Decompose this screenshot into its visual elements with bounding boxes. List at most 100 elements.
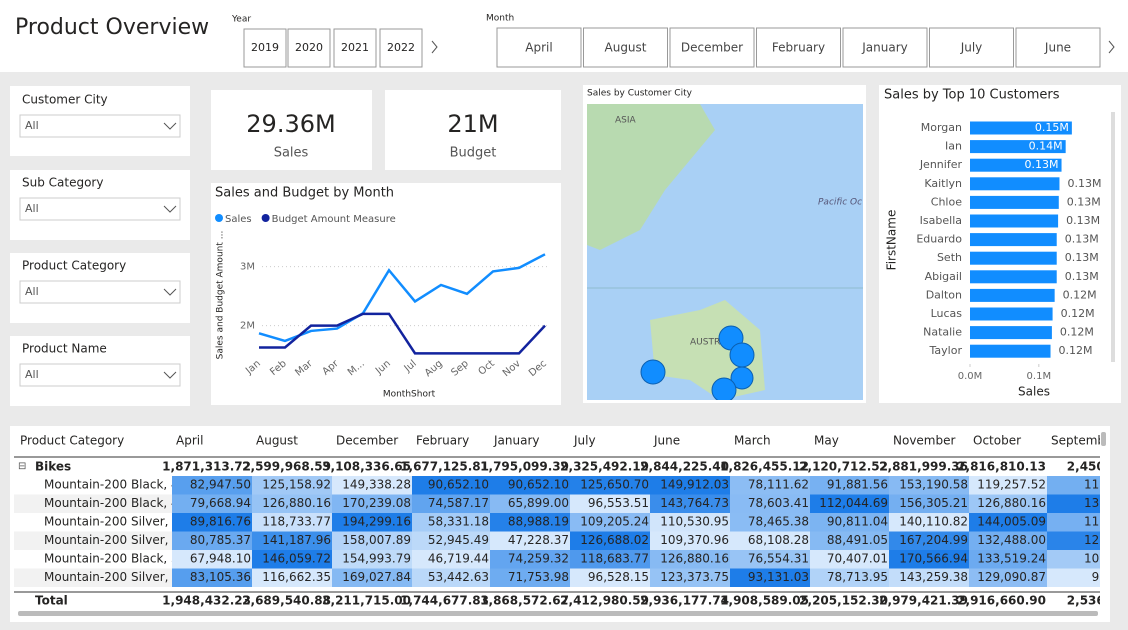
cell: 140,110.82 (899, 515, 968, 529)
cell: 93,131.03 (748, 570, 809, 584)
row-band (14, 513, 176, 532)
slicer-button[interactable] (583, 27, 668, 68)
chart-title: Sales and Budget by Month (215, 186, 394, 201)
cell-shade (969, 494, 1047, 513)
cell: 2,816,810.13 (957, 460, 1046, 474)
cell-shade (252, 476, 332, 495)
column-header: November (893, 434, 955, 448)
cell-shade (252, 550, 332, 569)
cell: 116,662.35 (262, 570, 331, 584)
cell: 126,880.16 (977, 496, 1046, 510)
cell: 3,211,715.00 (322, 594, 411, 608)
slicer-item[interactable]: June (1044, 41, 1071, 55)
slicer-item[interactable]: 2020 (295, 41, 323, 54)
dropdown-arrow[interactable] (163, 371, 177, 379)
column-header: December (336, 434, 398, 448)
slicer-button[interactable] (929, 27, 1014, 68)
dropdown[interactable] (19, 280, 181, 304)
cell-shade (730, 513, 810, 532)
cell-shade (1047, 476, 1100, 495)
bar (970, 177, 1060, 191)
cell: 58,331.18 (428, 515, 489, 529)
slicer-button[interactable] (842, 27, 928, 68)
page-title: Product Overview (15, 15, 209, 40)
data-label: 0.14M (1029, 140, 1063, 153)
slicer-button[interactable] (243, 28, 287, 68)
cell: 88,491.05 (827, 533, 888, 547)
cell-shade (650, 550, 730, 569)
slicer-item[interactable]: February (772, 41, 825, 55)
cell: 1,795,099.39 (480, 460, 569, 474)
slicer-item[interactable]: August (605, 41, 647, 55)
cell-shade (570, 568, 650, 587)
dropdown-arrow[interactable] (163, 288, 177, 296)
slicer-button[interactable] (333, 28, 377, 68)
slicer-button[interactable] (496, 27, 582, 68)
slicer-item[interactable]: July (960, 41, 983, 55)
cell-shade (172, 568, 252, 587)
dropdown-arrow[interactable] (163, 205, 177, 213)
cell: 1,948,432.23 (162, 594, 251, 608)
cell-shade (889, 550, 969, 569)
cell: 68,108.28 (748, 533, 809, 547)
slicer-button[interactable] (287, 28, 331, 68)
cell-shade (889, 513, 969, 532)
cell: 1,908,589.05 (720, 594, 809, 608)
slicer-item[interactable]: 2019 (251, 41, 279, 54)
cell: 108,27 (1084, 552, 1126, 566)
dropdown[interactable] (19, 197, 181, 221)
chevron[interactable] (431, 40, 1115, 54)
dropdown[interactable] (19, 363, 181, 387)
cell: 131,71 (1084, 496, 1126, 510)
slicer-item[interactable]: 2021 (341, 41, 369, 54)
data-label: 0.12M (1059, 344, 1093, 357)
cell: 143,259.38 (899, 570, 968, 584)
filter-label: Product Category (22, 259, 126, 273)
dropdown-value[interactable]: All (25, 202, 39, 215)
dropdown-value[interactable]: All (25, 119, 39, 132)
slicer-button[interactable] (756, 27, 841, 68)
cell: 2,205,152.30 (799, 594, 888, 608)
bubble (640, 359, 666, 385)
slicer-button[interactable] (1015, 27, 1101, 68)
cell-shade (490, 568, 570, 587)
map-label: ASIA (615, 116, 637, 126)
cell-shade (730, 568, 810, 587)
cell-shade (172, 550, 252, 569)
dropdown-value[interactable]: All (25, 368, 39, 381)
cell: 96,553.51 (588, 496, 649, 510)
map-label: AUSTR (690, 338, 720, 348)
cell: 1,871,313.72 (162, 460, 251, 474)
dropdown[interactable] (19, 114, 181, 138)
y-tick-label: Abigail (925, 270, 962, 283)
dropdown-arrow[interactable] (163, 122, 177, 130)
cell-shade (570, 476, 650, 495)
scrollbar[interactable] (1111, 112, 1115, 362)
bubble (711, 377, 737, 400)
line-series (258, 253, 546, 343)
bar (970, 158, 1062, 172)
slicer-item[interactable]: 2022 (387, 41, 415, 54)
cell-shade (570, 531, 650, 550)
slicer-button[interactable] (379, 28, 423, 68)
cell: 90,652.10 (428, 478, 489, 492)
scrollbar[interactable] (18, 611, 1098, 616)
cell: 2,936,177.74 (640, 594, 729, 608)
cell: 116,71 (1084, 478, 1126, 492)
scrollbar[interactable] (1101, 432, 1106, 446)
cell: 149,338.28 (342, 478, 411, 492)
cell-shade (570, 550, 650, 569)
cell: 2,120,712.52 (799, 460, 888, 474)
dropdown-value[interactable]: All (25, 285, 39, 298)
slicer-item[interactable]: December (681, 41, 743, 55)
cell-shade (412, 494, 490, 513)
cell: 96,528.15 (588, 570, 649, 584)
cell: 1,826,455.12 (720, 460, 809, 474)
slicer-item[interactable]: April (525, 41, 552, 55)
slicer-item[interactable]: January (861, 41, 908, 55)
cell: 1,677,125.81 (400, 460, 489, 474)
y-tick-label: Chloe (931, 195, 962, 208)
slicer-button[interactable] (669, 27, 755, 68)
cell: 70,407.01 (827, 552, 888, 566)
cell-shade (252, 513, 332, 532)
